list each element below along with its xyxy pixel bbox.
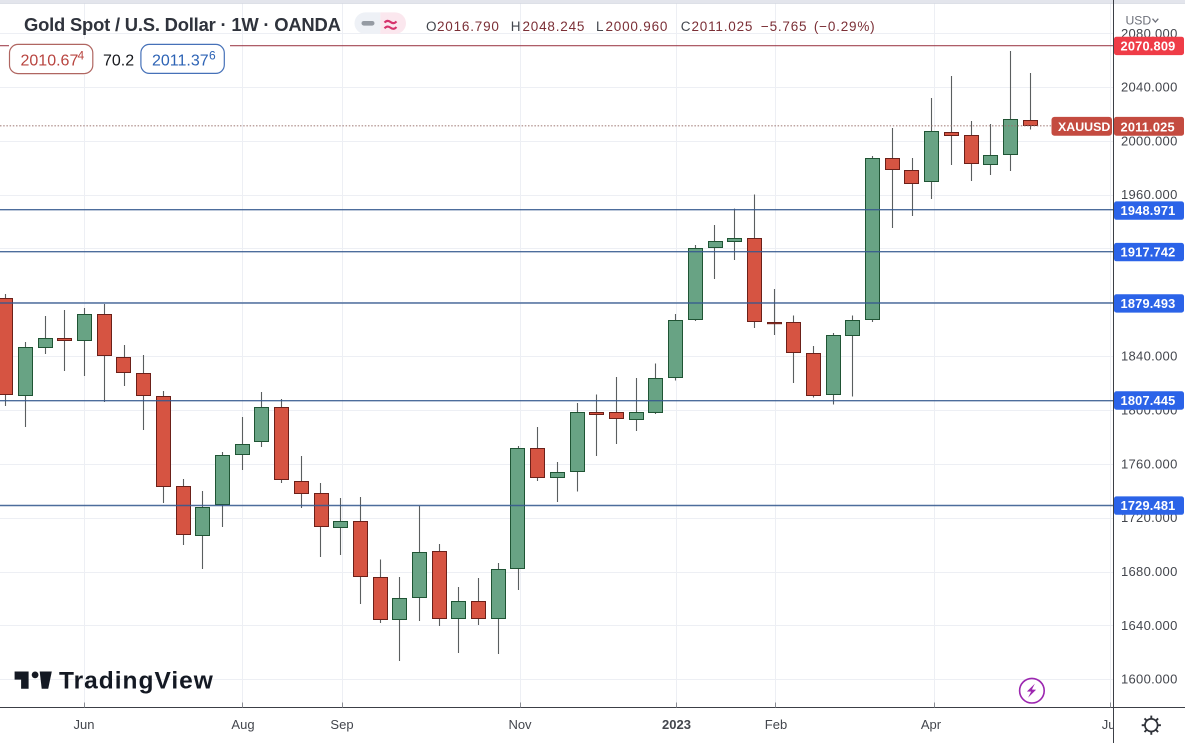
svg-text:Jul: Jul: [1102, 717, 1119, 732]
svg-text:TradingView: TradingView: [59, 668, 214, 695]
svg-text:1729.481: 1729.481: [1121, 498, 1176, 513]
svg-text:1840.000: 1840.000: [1121, 349, 1178, 364]
svg-text:Sep: Sep: [330, 717, 353, 732]
svg-text:1879.493: 1879.493: [1121, 296, 1176, 311]
svg-text:2000.960: 2000.960: [606, 19, 669, 34]
svg-text:−5.765: −5.765: [761, 19, 807, 34]
svg-text:2016.790: 2016.790: [437, 19, 500, 34]
svg-text:XAUUSD: XAUUSD: [1058, 120, 1110, 134]
svg-text:1680.000: 1680.000: [1121, 564, 1178, 579]
svg-text:2040.000: 2040.000: [1121, 80, 1178, 95]
svg-text:6: 6: [209, 48, 216, 62]
svg-text:(−0.29%): (−0.29%): [814, 19, 876, 34]
svg-text:2000.000: 2000.000: [1121, 133, 1178, 148]
svg-text:1640.000: 1640.000: [1121, 618, 1178, 633]
svg-text:1960.000: 1960.000: [1121, 187, 1178, 202]
svg-text:Jun: Jun: [74, 717, 95, 732]
svg-text:2010.67: 2010.67: [21, 52, 79, 69]
svg-text:4: 4: [78, 48, 85, 62]
svg-text:O: O: [426, 19, 437, 34]
svg-text:2048.245: 2048.245: [523, 19, 586, 34]
svg-text:70.2: 70.2: [103, 52, 134, 69]
svg-text:Nov: Nov: [508, 717, 532, 732]
svg-text:L: L: [596, 19, 604, 34]
svg-text:1917.742: 1917.742: [1121, 245, 1176, 260]
svg-text:1807.445: 1807.445: [1121, 393, 1176, 408]
svg-text:2011.37: 2011.37: [152, 52, 209, 69]
svg-text:Apr: Apr: [921, 717, 942, 732]
svg-text:1760.000: 1760.000: [1121, 456, 1178, 471]
svg-text:2070.809: 2070.809: [1121, 38, 1176, 53]
svg-text:C: C: [681, 19, 692, 34]
svg-text:Gold Spot / U.S. Dollar · 1W ·: Gold Spot / U.S. Dollar · 1W · OANDA: [24, 14, 341, 35]
svg-text:USD: USD: [1126, 14, 1152, 28]
svg-text:Aug: Aug: [231, 717, 254, 732]
svg-text:2011.025: 2011.025: [692, 19, 754, 34]
svg-text:1948.971: 1948.971: [1121, 203, 1176, 218]
svg-text:Feb: Feb: [765, 717, 787, 732]
svg-text:H: H: [511, 19, 522, 34]
svg-text:2011.025: 2011.025: [1121, 119, 1175, 134]
svg-text:1600.000: 1600.000: [1121, 672, 1178, 687]
svg-text:2023: 2023: [662, 717, 691, 732]
